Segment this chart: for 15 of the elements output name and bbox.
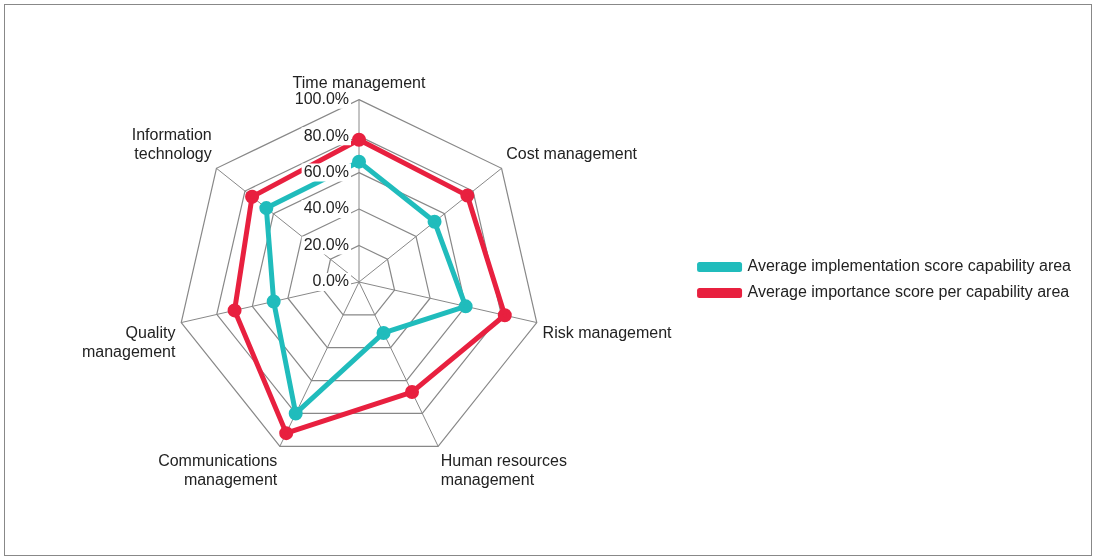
spoke-label: Risk management bbox=[542, 323, 673, 341]
y-tick-label: 80.0% bbox=[303, 126, 349, 144]
spoke-label: Information technology bbox=[131, 126, 212, 163]
legend-label: Average importance score per capability area bbox=[747, 283, 1070, 301]
y-tick-label: 60.0% bbox=[303, 163, 349, 180]
y-tick-label: 0.0% bbox=[312, 272, 349, 290]
spoke-label: Communications management bbox=[158, 451, 278, 488]
legend-label: Average implementation score capability area bbox=[747, 257, 1072, 275]
spoke-label: Cost management bbox=[506, 145, 638, 163]
y-tick-label: 20.0% bbox=[303, 235, 349, 253]
y-tick-label: 40.0% bbox=[303, 199, 349, 217]
spoke-label: Human resources management bbox=[440, 451, 567, 488]
spoke-label: Time management bbox=[292, 74, 426, 92]
y-tick-label: 100.0% bbox=[294, 90, 349, 108]
spoke-label: Quality management bbox=[81, 323, 176, 361]
